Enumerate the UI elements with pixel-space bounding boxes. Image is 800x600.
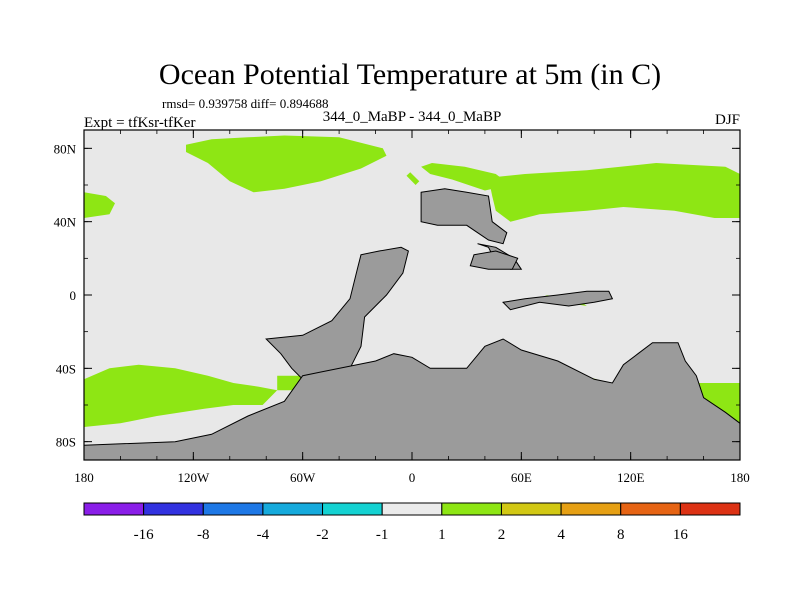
subtitle-center: 344_0_MaBP - 344_0_MaBP: [323, 109, 502, 125]
landmass-small-eurasian-block: [469, 250, 519, 270]
x-tick-label: 60W: [290, 470, 316, 485]
colorbar-label: -2: [316, 527, 329, 543]
y-tick-label: 0: [70, 288, 77, 303]
colorbar-label: 2: [498, 527, 506, 543]
colorbar-swatch: [620, 502, 681, 516]
colorbar-swatch: [322, 502, 383, 516]
map-axes: 180 120W 60W 0 60E 120E 180 80N 40N 0 40S 80S: [54, 129, 750, 485]
x-tick-label: 120E: [617, 470, 645, 485]
chart-title: Ocean Potential Temperature at 5m (in C): [159, 58, 661, 91]
x-tick-label: 60E: [511, 470, 532, 485]
anomaly-region-south-pacific-warm-band: [84, 364, 278, 427]
colorbar-label: 16: [673, 527, 689, 543]
landmass-southern-land: [84, 338, 740, 460]
subtitle-left: Expt = tfKsr-tfKer: [84, 115, 195, 131]
anomaly-region-eurasia-warm-band: [488, 163, 740, 222]
x-tick-label: 0: [409, 470, 416, 485]
colorbar-swatch: [441, 502, 502, 516]
x-tick-label: 120W: [177, 470, 210, 485]
y-tick-label: 80N: [54, 141, 77, 156]
y-tick-label: 80S: [56, 435, 76, 450]
colorbar-swatch: [262, 502, 324, 516]
anomaly-region-north-pacific-warm-band: [186, 135, 387, 193]
colorbar-label: 8: [617, 527, 625, 543]
colorbar-label: -8: [197, 527, 210, 543]
stats-label: rmsd= 0.939758 diff= 0.894688: [162, 96, 328, 111]
y-tick-label: 40S: [56, 361, 76, 376]
y-tick-label: 40N: [54, 215, 77, 230]
colorbar-swatch: [560, 502, 622, 516]
x-tick-label: 180: [74, 470, 94, 485]
subtitle-right: DJF: [715, 112, 740, 128]
map-area: [84, 130, 740, 460]
colorbar-swatch: [500, 502, 562, 516]
colorbar-swatch: [83, 502, 145, 516]
anomaly-region-north-atlantic-warm-strip-a: [406, 172, 420, 185]
landmass-india-asia-block: [502, 290, 614, 311]
colorbar: -16 -8 -4 -2 -1 1 2 4 8 16: [83, 502, 741, 543]
colorbar-label: -1: [376, 527, 389, 543]
landmass-north-atlantic-land: [420, 188, 508, 245]
colorbar-swatch: [202, 502, 264, 516]
colorbar-swatch: [143, 502, 204, 516]
colorbar-label: 1: [438, 527, 446, 543]
anomaly-region-north-atlantic-warm-strip-b: [421, 163, 511, 191]
anomaly-region-west-edge-warm-patch: [84, 192, 115, 218]
colorbar-label: 4: [557, 527, 565, 543]
colorbar-label: -16: [134, 527, 154, 543]
colorbar-swatch: [679, 502, 741, 516]
anomaly-region-southern-ocean-warm-band-c: [696, 383, 740, 424]
colorbar-swatch: [381, 502, 443, 516]
colorbar-label: -4: [257, 527, 270, 543]
x-tick-label: 180: [730, 470, 750, 485]
